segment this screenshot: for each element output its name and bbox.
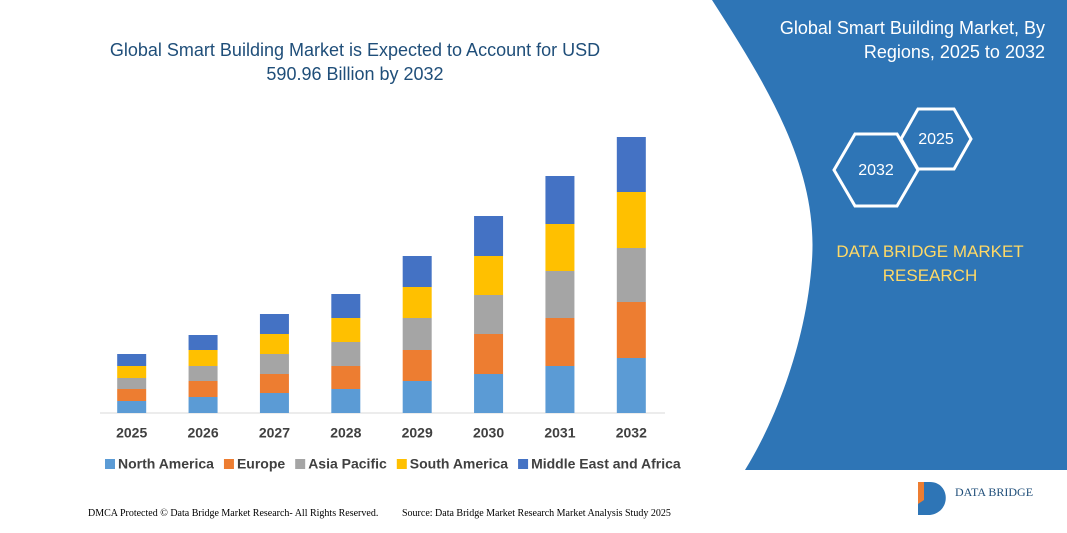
bar-segment: [402, 287, 432, 318]
bar-segment: [616, 137, 646, 192]
bar-segment: [402, 350, 432, 381]
logo-icon: [918, 482, 946, 515]
hexagon: [899, 107, 973, 171]
bar-segment: [474, 374, 504, 413]
bar-segment: [331, 318, 361, 342]
bar-segment: [545, 224, 575, 271]
legend-swatch: [518, 459, 529, 469]
chart-title: Global Smart Building Market is Expected…: [109, 40, 601, 84]
bar-segment: [616, 248, 646, 302]
bar-segment: [616, 302, 646, 358]
legend-label: Asia Pacific: [308, 456, 387, 472]
bar-segment: [402, 381, 432, 413]
x-tick-label: 2031: [544, 425, 575, 441]
bar-segment: [259, 374, 289, 393]
bar-segment: [331, 294, 361, 318]
bar-segment: [331, 389, 361, 413]
bar-segment: [117, 354, 147, 366]
bar-segment: [331, 342, 361, 366]
x-tick-label: 2026: [187, 425, 218, 441]
bar-segment: [188, 397, 218, 413]
bar-segment: [117, 366, 147, 378]
panel-title: Global Smart Building Market, By Regions…: [779, 18, 1045, 62]
bar-segment: [402, 256, 432, 287]
logo-text: DATA BRIDGE: [955, 485, 1033, 499]
x-tick-label: 2029: [402, 425, 433, 441]
bar-segment: [474, 334, 504, 374]
side-panel: [712, 0, 1067, 470]
bar-segment: [117, 401, 147, 413]
bar-segment: [616, 358, 646, 413]
x-tick-label: 2025: [116, 425, 147, 441]
bar-segment: [188, 335, 218, 350]
bar-segment: [117, 389, 147, 401]
legend-label: Europe: [237, 456, 285, 472]
bar-segment: [474, 295, 504, 334]
footer-left: DMCA Protected © Data Bridge Market Rese…: [88, 508, 379, 519]
legend-label: North America: [118, 456, 214, 472]
bar-segment: [616, 192, 646, 248]
hexagon: [832, 132, 920, 208]
bar-segment: [545, 366, 575, 413]
bar-segment: [545, 176, 575, 224]
legend-swatch: [223, 459, 234, 469]
bar-segment: [545, 318, 575, 366]
logo-icon: [918, 482, 924, 504]
hexagon-label: 2032: [858, 162, 894, 179]
legend-swatch: [396, 459, 407, 469]
bar-segment: [259, 334, 289, 354]
bar-segment: [474, 256, 504, 295]
bar-segment: [117, 378, 147, 389]
bar-segment: [188, 366, 218, 381]
legend-swatch: [295, 459, 306, 469]
bar-segment: [402, 318, 432, 350]
legend-label: South America: [410, 456, 508, 472]
legend-swatch: [105, 459, 115, 469]
x-tick-label: 2028: [330, 425, 361, 441]
bar-segment: [474, 216, 504, 256]
footer-right: Source: Data Bridge Market Research Mark…: [402, 508, 671, 519]
x-tick-label: 2032: [616, 425, 647, 441]
x-tick-label: 2030: [473, 425, 504, 441]
bar-segment: [259, 393, 289, 413]
bar-segment: [331, 366, 361, 389]
x-tick-label: 2027: [259, 425, 290, 441]
hexagon-label: 2025: [918, 131, 954, 148]
bar-segment: [259, 314, 289, 334]
bar-segment: [545, 271, 575, 318]
bar-segment: [259, 354, 289, 374]
bar-segment: [188, 381, 218, 397]
brand: DATA BRIDGE MARKET RESEARCH: [836, 242, 1024, 285]
legend-label: Middle East and Africa: [531, 456, 681, 472]
bar-segment: [188, 350, 218, 366]
